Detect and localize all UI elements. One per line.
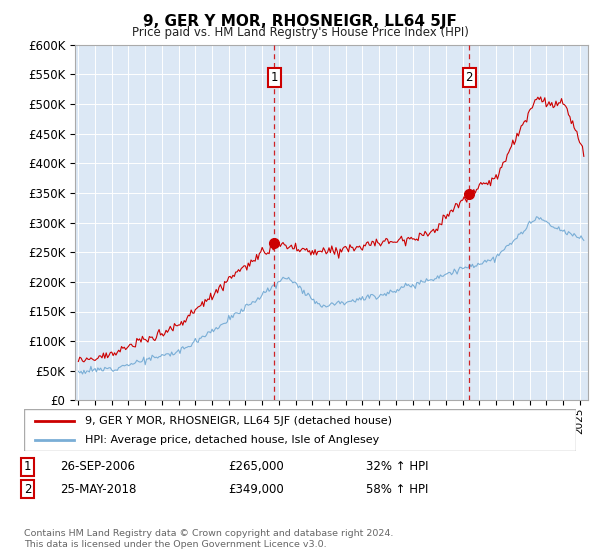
- Text: £349,000: £349,000: [228, 483, 284, 496]
- Text: This data is licensed under the Open Government Licence v3.0.: This data is licensed under the Open Gov…: [24, 540, 326, 549]
- FancyBboxPatch shape: [24, 409, 576, 451]
- Text: 26-SEP-2006: 26-SEP-2006: [60, 460, 135, 473]
- Text: 1: 1: [271, 71, 278, 84]
- Text: 9, GER Y MOR, RHOSNEIGR, LL64 5JF: 9, GER Y MOR, RHOSNEIGR, LL64 5JF: [143, 14, 457, 29]
- Text: 2: 2: [24, 483, 32, 496]
- Text: £265,000: £265,000: [228, 460, 284, 473]
- Text: 1: 1: [24, 460, 32, 473]
- Text: 9, GER Y MOR, RHOSNEIGR, LL64 5JF (detached house): 9, GER Y MOR, RHOSNEIGR, LL64 5JF (detac…: [85, 417, 392, 426]
- Text: 58% ↑ HPI: 58% ↑ HPI: [366, 483, 428, 496]
- Text: 32% ↑ HPI: 32% ↑ HPI: [366, 460, 428, 473]
- Text: HPI: Average price, detached house, Isle of Anglesey: HPI: Average price, detached house, Isle…: [85, 435, 379, 445]
- Text: Price paid vs. HM Land Registry's House Price Index (HPI): Price paid vs. HM Land Registry's House …: [131, 26, 469, 39]
- Text: 2: 2: [466, 71, 473, 84]
- Text: 25-MAY-2018: 25-MAY-2018: [60, 483, 136, 496]
- Text: Contains HM Land Registry data © Crown copyright and database right 2024.: Contains HM Land Registry data © Crown c…: [24, 529, 394, 538]
